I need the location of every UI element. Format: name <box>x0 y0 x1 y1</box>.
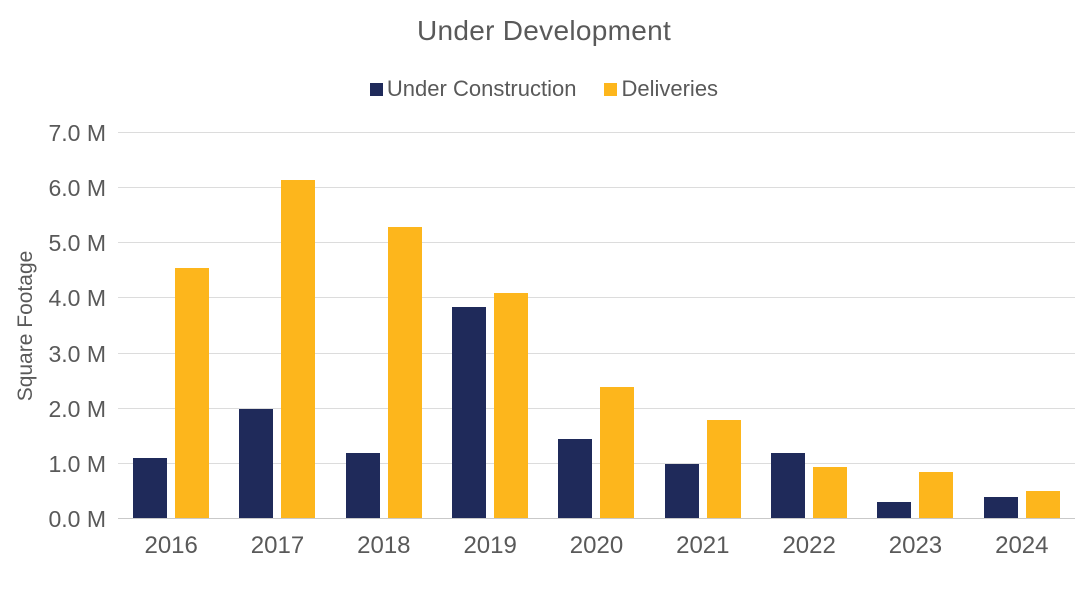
bar-deliveries-2020 <box>600 386 635 519</box>
gridline-3 <box>118 352 1075 354</box>
x-tick-label-2024: 2024 <box>995 532 1049 559</box>
bar-group-2017 <box>224 133 330 519</box>
bar-group-2021 <box>650 133 756 519</box>
gridline-2 <box>118 407 1075 409</box>
x-tick-label-2022: 2022 <box>782 532 836 559</box>
legend-label-under-construction: Under Construction <box>386 76 577 101</box>
y-tick-label-5: 5.0 M <box>48 230 106 257</box>
x-tick-label-2018: 2018 <box>357 532 411 559</box>
bar-group-2022 <box>756 133 862 519</box>
bar-group-2018 <box>331 133 437 519</box>
bar-under-construction-2019 <box>452 306 487 519</box>
bar-deliveries-2021 <box>706 419 741 519</box>
y-tick-label-2: 2.0 M <box>48 395 106 422</box>
bars-area <box>118 133 1075 519</box>
bar-group-2024 <box>969 133 1075 519</box>
x-tick-label-2019: 2019 <box>463 532 517 559</box>
plot-area <box>118 132 1075 519</box>
bar-under-construction-2023 <box>877 502 912 519</box>
y-axis-ticks: 0.0 M 1.0 M 2.0 M 3.0 M 4.0 M 5.0 M 6.0 M 7.0 M <box>0 121 106 531</box>
gridline-4 <box>118 297 1075 299</box>
bar-deliveries-2017 <box>281 179 316 519</box>
bar-group-2019 <box>437 133 543 519</box>
legend-swatch-deliveries-icon <box>604 82 618 96</box>
x-tick-label-2020: 2020 <box>569 532 624 559</box>
gridline-1 <box>118 462 1075 464</box>
bar-deliveries-2019 <box>494 292 529 519</box>
bar-deliveries-2022 <box>813 466 848 519</box>
bar-deliveries-2016 <box>175 268 210 519</box>
y-tick-label-6: 6.0 M <box>48 175 106 202</box>
bar-deliveries-2024 <box>1025 491 1060 519</box>
chart-title: Under Development <box>416 15 672 46</box>
y-tick-label-7: 7.0 M <box>48 120 106 146</box>
bar-under-construction-2024 <box>983 496 1018 519</box>
legend: Under Construction Deliveries <box>0 76 1088 102</box>
bar-deliveries-2018 <box>387 226 422 519</box>
legend-swatch-under-construction-icon <box>369 82 383 96</box>
bar-group-2020 <box>543 133 649 519</box>
gridline-0 <box>118 518 1075 519</box>
y-tick-label-1: 1.0 M <box>48 450 106 477</box>
legend-item-under-construction: Under Construction <box>369 76 577 102</box>
legend-item-deliveries: Deliveries <box>604 76 718 102</box>
bar-deliveries-2023 <box>919 472 954 519</box>
bar-under-construction-2017 <box>239 408 274 519</box>
gridline-5 <box>118 242 1075 244</box>
legend-label-deliveries: Deliveries <box>621 76 719 101</box>
bar-under-construction-2022 <box>771 452 806 519</box>
x-tick-label-2021: 2021 <box>676 532 730 559</box>
x-tick-label-2016: 2016 <box>144 532 198 559</box>
gridline-7 <box>118 132 1075 133</box>
bar-under-construction-2016 <box>133 458 168 519</box>
bar-under-construction-2020 <box>558 439 593 519</box>
gridline-6 <box>118 187 1075 189</box>
x-tick-label-2023: 2023 <box>888 532 943 559</box>
x-tick-label-2017: 2017 <box>250 532 305 559</box>
bar-group-2023 <box>862 133 968 519</box>
y-tick-label-0: 0.0 M <box>48 506 106 532</box>
bar-under-construction-2018 <box>345 452 380 519</box>
y-tick-label-4: 4.0 M <box>48 285 106 312</box>
bar-group-2016 <box>118 133 224 519</box>
x-axis-labels: 2016 2017 2018 2019 2020 2021 2022 2023 2024 <box>118 531 1075 561</box>
y-tick-label-3: 3.0 M <box>48 340 106 367</box>
bar-under-construction-2021 <box>664 463 699 519</box>
